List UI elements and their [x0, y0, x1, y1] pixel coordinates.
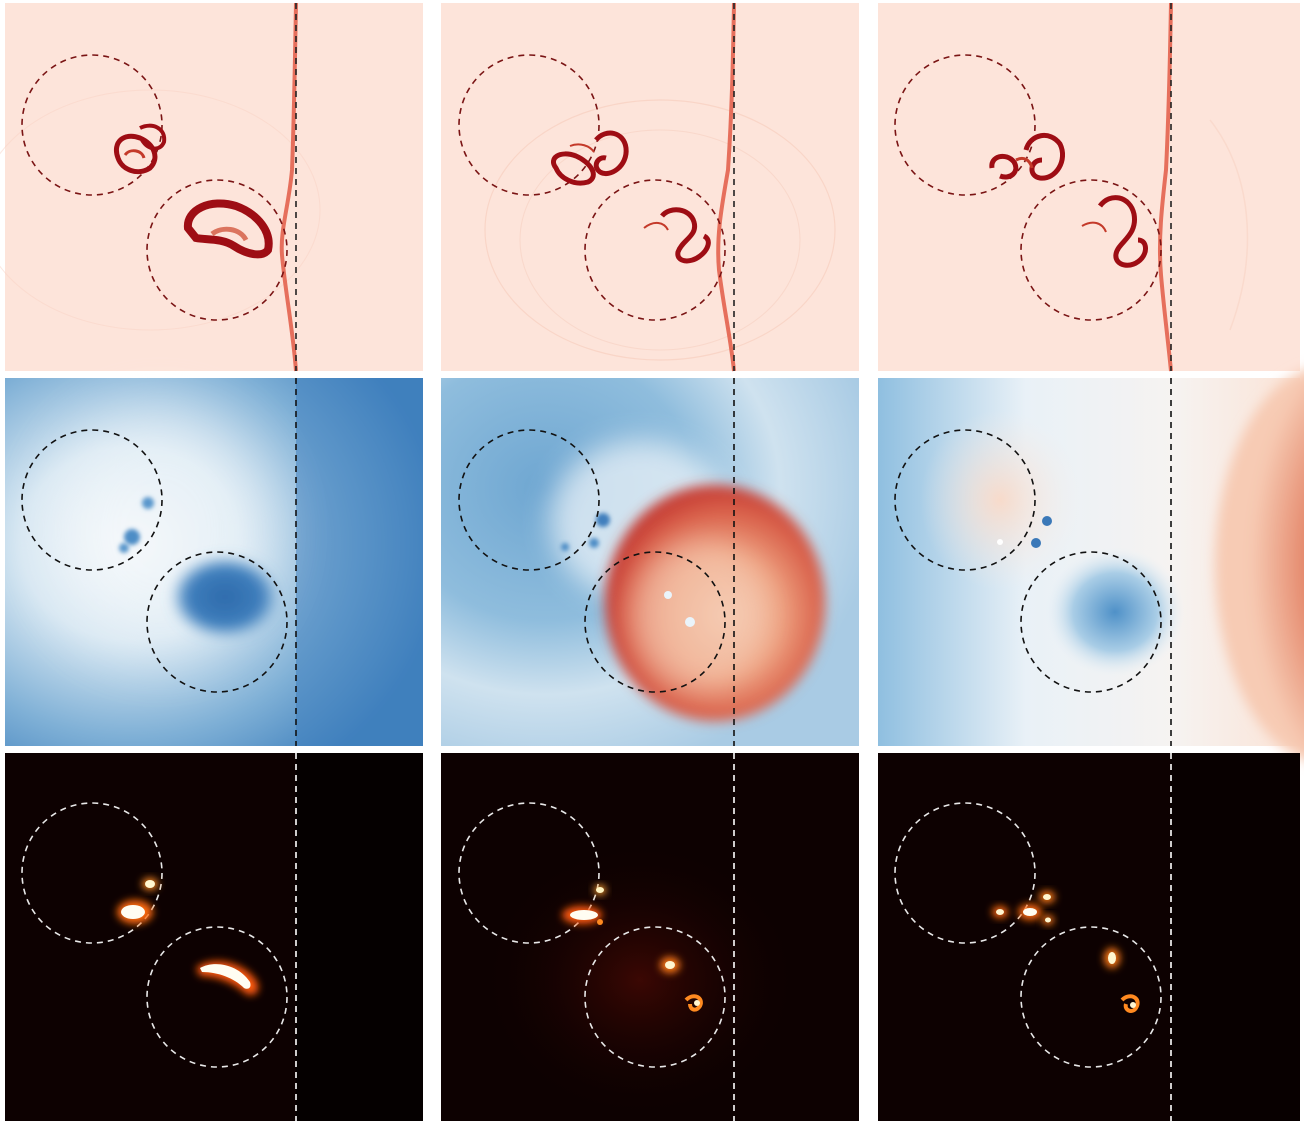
hot-spot-upper: [117, 878, 158, 924]
cloud-clump-lower: [643, 207, 711, 264]
region-circle-lower: [584, 926, 726, 1068]
pressure-row: [5, 370, 1304, 760]
emission-row: [5, 753, 1300, 1121]
hot-spot-lower: [1104, 948, 1140, 1013]
region-circle-upper: [458, 802, 600, 944]
region-circle-lower: [1020, 551, 1162, 693]
region-circle-upper: [458, 429, 600, 571]
cloud-clump-upper: [114, 123, 167, 175]
region-circle-upper: [21, 54, 163, 196]
region-circle-upper: [894, 802, 1036, 944]
region-circle-lower: [146, 179, 288, 321]
cloud-clump-lower: [183, 199, 273, 259]
cloud-clump-upper: [551, 130, 629, 186]
region-circle-upper: [21, 802, 163, 944]
region-circle-lower: [146, 551, 288, 693]
density-panel-1: [0, 2, 423, 372]
region-circle-upper: [21, 429, 163, 571]
density-row: [0, 2, 1300, 372]
region-circle-lower: [1020, 179, 1162, 321]
region-circle-lower: [1020, 926, 1162, 1068]
hot-spot-upper: [562, 885, 606, 925]
hot-spot-lower: [660, 957, 703, 1012]
shock-front: [716, 2, 736, 372]
hot-spot-lower: [196, 961, 259, 996]
pressure-panel-3: [878, 370, 1304, 760]
shock-front: [1157, 2, 1173, 372]
pressure-panel-2: [441, 378, 859, 746]
shock-front: [279, 2, 298, 372]
emission-panel-2: [441, 753, 859, 1121]
high-pressure-shell: [1215, 370, 1304, 760]
pressure-panel-1: [5, 378, 423, 746]
emission-panel-3: [878, 753, 1300, 1121]
cloud-clump-lower: [1081, 195, 1148, 268]
low-pressure-blob: [170, 555, 280, 639]
density-panel-2: [441, 2, 859, 372]
region-circle-lower: [584, 179, 726, 321]
region-circle-lower: [584, 551, 726, 693]
density-panel-3: [878, 2, 1300, 372]
cloud-clump-upper: [989, 133, 1065, 181]
region-circle-upper: [458, 54, 600, 196]
hot-spot-upper: [992, 891, 1055, 925]
emission-panel-1: [5, 753, 423, 1121]
region-circle-upper: [894, 54, 1036, 196]
region-circle-upper: [894, 429, 1036, 571]
region-circle-lower: [146, 926, 288, 1068]
